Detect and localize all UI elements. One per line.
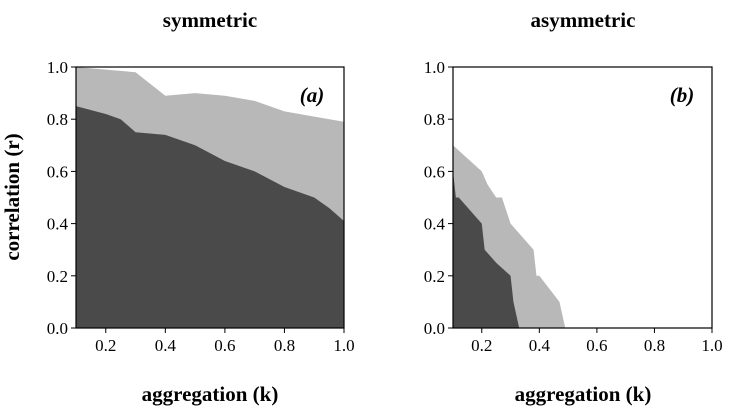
panel-a-axes: 0.0 0.2 0.4 0.6 0.8 1.0 0.2 0.4 0.6 0.8 1.0 xyxy=(47,58,355,355)
panel-b-axes: 0.0 0.2 0.4 0.6 0.8 1.0 0.2 0.4 0.6 0.8 1.0 xyxy=(424,58,723,355)
y-tick-label: 0.6 xyxy=(47,162,68,181)
y-tick-label: 0.2 xyxy=(47,267,68,286)
panel-a-x-label: aggregation (k) xyxy=(142,382,279,406)
plot-frame xyxy=(452,66,713,329)
x-tick-label: 1.0 xyxy=(333,336,354,355)
y-tick-label: 0.2 xyxy=(424,267,445,286)
x-tick-label: 0.2 xyxy=(471,336,492,355)
panel-b-x-label: aggregation (k) xyxy=(515,382,652,406)
x-tick-label: 0.2 xyxy=(95,336,116,355)
y-tick-label: 0.6 xyxy=(424,162,445,181)
y-tick-label: 0.0 xyxy=(424,319,445,338)
y-tick-label: 1.0 xyxy=(47,58,68,77)
panel-b: asymmetric (b) 0.00.20.40.60.81.00.2 0.4 0… xyxy=(424,8,723,406)
panel-a-label: (a) xyxy=(300,83,325,107)
panel-a-y-label: correlation (r) xyxy=(0,133,24,260)
y-tick-label: 0.4 xyxy=(424,215,446,234)
y-tick-label: 0.4 xyxy=(47,215,69,234)
plot-frame xyxy=(75,66,345,329)
y-tick-label: 1.0 xyxy=(424,58,445,77)
panel-a: symmetric (a) 0.00.20.40.60.81.00.2 0.4 0.… xyxy=(0,8,355,406)
x-tick-label: 0.8 xyxy=(274,336,295,355)
x-tick-label: 0.4 xyxy=(529,336,551,355)
panel-a-dark-area xyxy=(76,106,344,329)
x-tick-label: 0.8 xyxy=(644,336,665,355)
panel-b-dark-area xyxy=(453,171,520,328)
x-tick-label: 1.0 xyxy=(701,336,722,355)
x-tick-label: 0.6 xyxy=(586,336,607,355)
x-tick-label: 0.6 xyxy=(214,336,235,355)
panel-b-label: (b) xyxy=(670,83,695,107)
panel-b-title: asymmetric xyxy=(531,8,636,32)
y-tick-label: 0.0 xyxy=(47,319,68,338)
y-tick-label: 0.8 xyxy=(424,110,445,129)
y-tick-label: 0.8 xyxy=(47,110,68,129)
x-tick-label: 0.4 xyxy=(155,336,177,355)
panel-a-title: symmetric xyxy=(163,8,257,32)
